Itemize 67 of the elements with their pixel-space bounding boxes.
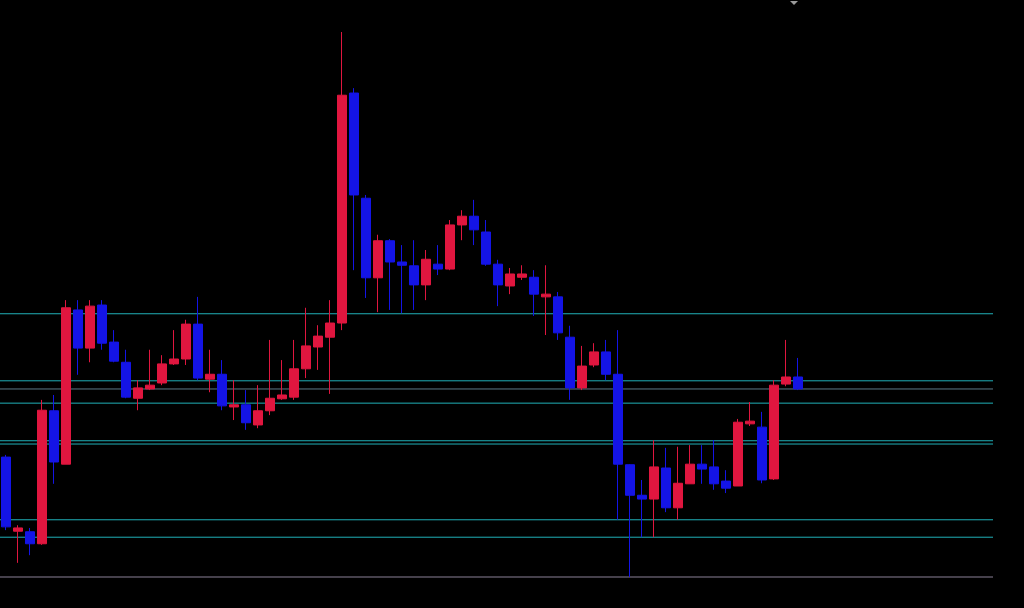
candlestick: [553, 291, 563, 341]
candlestick: [781, 339, 791, 387]
candlestick: [373, 234, 383, 313]
candlestick: [409, 239, 419, 311]
candlestick: [325, 299, 335, 395]
candlestick: [49, 394, 59, 485]
candlestick: [61, 299, 71, 465]
candlestick: [217, 359, 227, 411]
candlestick: [529, 269, 539, 317]
candlestick: [745, 401, 755, 427]
candlestick: [13, 524, 23, 564]
candlestick: [757, 411, 767, 484]
candlestick: [433, 244, 443, 276]
candlestick: [337, 31, 347, 331]
candlestick: [565, 325, 575, 401]
candlestick: [769, 379, 779, 481]
candlestick: [145, 349, 155, 391]
candlestick: [421, 249, 431, 301]
candlestick: [289, 339, 299, 401]
candlestick: [577, 345, 587, 391]
candlestick: [349, 87, 359, 271]
candlestick: [205, 349, 215, 393]
candlestick: [601, 339, 611, 381]
candlestick: [493, 259, 503, 307]
candlestick: [25, 527, 35, 556]
candlestick: [505, 267, 515, 295]
candlestick: [469, 199, 479, 246]
candlestick: [121, 349, 131, 399]
candlestick: [517, 264, 527, 281]
candlestick: [625, 463, 635, 578]
candlestick: [397, 244, 407, 314]
candlestick: [229, 379, 239, 421]
candlestick: [73, 299, 83, 376]
candlestick: [649, 439, 659, 538]
candlestick: [661, 447, 671, 513]
candlestick: [685, 444, 695, 485]
candlestick: [697, 444, 707, 485]
candlestick: [733, 418, 743, 487]
candlestick: [613, 329, 623, 521]
candlestick: [457, 209, 467, 241]
candlestick: [313, 324, 323, 371]
candlestick: [265, 339, 275, 416]
candlestick: [133, 379, 143, 411]
candlestick: [541, 264, 551, 336]
candlestick: [793, 357, 803, 391]
candlestick: [181, 319, 191, 366]
candlestick: [1, 454, 11, 531]
candlestick: [109, 329, 119, 363]
candlestick: [157, 354, 167, 386]
candlestick: [85, 299, 95, 363]
candlestick: [481, 219, 491, 267]
candlestick: [637, 479, 647, 538]
candlestick: [97, 299, 107, 351]
candlestick: [709, 439, 719, 491]
candlestick: [445, 219, 455, 271]
candlestick: [37, 399, 47, 546]
candlestick: [721, 469, 731, 494]
candlestick: [169, 329, 179, 366]
candlestick: [385, 238, 395, 311]
candlestick: [277, 359, 287, 401]
candlestick: [253, 384, 263, 429]
candlestick: [673, 446, 683, 521]
candlestick: [241, 389, 251, 431]
candlestick: [301, 307, 311, 379]
candlestick: [193, 296, 203, 381]
candlestick: [589, 342, 599, 368]
candlestick: [361, 194, 371, 299]
